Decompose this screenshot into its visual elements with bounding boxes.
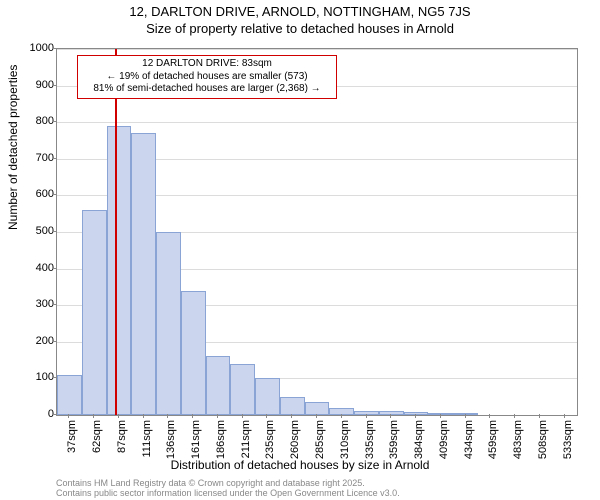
x-tick-label: 310sqm xyxy=(339,420,351,460)
histogram-bar xyxy=(107,126,132,415)
x-tick-mark xyxy=(192,414,193,418)
y-tick-label: 0 xyxy=(14,408,54,420)
y-tick-mark xyxy=(52,121,56,122)
x-tick-mark xyxy=(118,414,119,418)
x-tick-mark xyxy=(390,414,391,418)
x-tick-mark xyxy=(465,414,466,418)
y-tick-mark xyxy=(52,377,56,378)
y-tick-mark xyxy=(52,48,56,49)
x-tick-mark xyxy=(93,414,94,418)
x-tick-label: 260sqm xyxy=(289,420,301,460)
x-tick-mark xyxy=(564,414,565,418)
x-tick-label: 533sqm xyxy=(562,420,574,460)
y-tick-label: 100 xyxy=(14,371,54,383)
x-tick-label: 384sqm xyxy=(413,420,425,460)
x-tick-mark xyxy=(539,414,540,418)
histogram-bar xyxy=(206,356,231,415)
x-tick-label: 87sqm xyxy=(116,420,128,460)
footer-line2: Contains public sector information licen… xyxy=(56,488,400,498)
histogram-bar xyxy=(329,408,354,415)
y-tick-label: 700 xyxy=(14,152,54,164)
y-tick-label: 900 xyxy=(14,79,54,91)
y-tick-mark xyxy=(52,85,56,86)
y-tick-mark xyxy=(52,231,56,232)
y-tick-mark xyxy=(52,341,56,342)
x-tick-label: 136sqm xyxy=(165,420,177,460)
x-tick-label: 111sqm xyxy=(141,420,153,460)
x-tick-mark xyxy=(514,414,515,418)
histogram-bar xyxy=(82,210,107,415)
title-line1: 12, DARLTON DRIVE, ARNOLD, NOTTINGHAM, N… xyxy=(0,4,600,21)
x-tick-mark xyxy=(440,414,441,418)
annotation-box: 12 DARLTON DRIVE: 83sqm ← 19% of detache… xyxy=(77,55,337,99)
y-tick-label: 1000 xyxy=(14,42,54,54)
x-tick-mark xyxy=(167,414,168,418)
chart-container: 12, DARLTON DRIVE, ARNOLD, NOTTINGHAM, N… xyxy=(0,0,600,500)
y-tick-label: 400 xyxy=(14,262,54,274)
y-tick-label: 800 xyxy=(14,115,54,127)
x-tick-mark xyxy=(341,414,342,418)
y-tick-label: 600 xyxy=(14,188,54,200)
x-tick-label: 285sqm xyxy=(314,420,326,460)
title-line2: Size of property relative to detached ho… xyxy=(0,21,600,38)
histogram-bar xyxy=(57,375,82,415)
x-tick-label: 409sqm xyxy=(438,420,450,460)
y-tick-label: 500 xyxy=(14,225,54,237)
x-tick-mark xyxy=(242,414,243,418)
chart-title: 12, DARLTON DRIVE, ARNOLD, NOTTINGHAM, N… xyxy=(0,0,600,38)
x-tick-label: 483sqm xyxy=(512,420,524,460)
histogram-bar xyxy=(453,413,478,415)
x-tick-label: 62sqm xyxy=(91,420,103,460)
y-tick-mark xyxy=(52,158,56,159)
x-tick-label: 186sqm xyxy=(215,420,227,460)
y-tick-mark xyxy=(52,304,56,305)
y-tick-mark xyxy=(52,268,56,269)
y-tick-label: 300 xyxy=(14,298,54,310)
x-tick-label: 235sqm xyxy=(264,420,276,460)
x-tick-mark xyxy=(489,414,490,418)
x-tick-label: 359sqm xyxy=(388,420,400,460)
histogram-bar xyxy=(131,133,156,415)
x-tick-mark xyxy=(415,414,416,418)
x-tick-mark xyxy=(143,414,144,418)
plot-area: 12 DARLTON DRIVE: 83sqm ← 19% of detache… xyxy=(56,48,578,416)
footer-line1: Contains HM Land Registry data © Crown c… xyxy=(56,478,400,488)
y-tick-mark xyxy=(52,194,56,195)
gridline xyxy=(57,49,577,50)
histogram-bar xyxy=(181,291,206,415)
x-tick-mark xyxy=(68,414,69,418)
x-tick-mark xyxy=(366,414,367,418)
x-tick-label: 508sqm xyxy=(537,420,549,460)
annotation-line2: ← 19% of detached houses are smaller (57… xyxy=(82,71,332,84)
x-tick-mark xyxy=(217,414,218,418)
x-tick-label: 434sqm xyxy=(463,420,475,460)
x-tick-label: 335sqm xyxy=(364,420,376,460)
x-tick-mark xyxy=(291,414,292,418)
y-tick-mark xyxy=(52,414,56,415)
histogram-bar xyxy=(428,413,453,415)
histogram-bar xyxy=(280,397,305,415)
x-tick-label: 37sqm xyxy=(66,420,78,460)
footer: Contains HM Land Registry data © Crown c… xyxy=(56,478,400,499)
histogram-bar xyxy=(354,411,379,415)
annotation-line3: 81% of semi-detached houses are larger (… xyxy=(82,83,332,96)
gridline xyxy=(57,122,577,123)
histogram-bar xyxy=(255,378,280,415)
x-tick-label: 211sqm xyxy=(240,420,252,460)
annotation-line1: 12 DARLTON DRIVE: 83sqm xyxy=(82,58,332,71)
marker-line xyxy=(115,49,117,415)
x-tick-mark xyxy=(266,414,267,418)
histogram-bar xyxy=(230,364,255,415)
y-tick-label: 200 xyxy=(14,335,54,347)
x-tick-mark xyxy=(316,414,317,418)
x-tick-label: 459sqm xyxy=(487,420,499,460)
histogram-bar xyxy=(156,232,181,415)
x-axis-label: Distribution of detached houses by size … xyxy=(0,458,600,472)
x-tick-label: 161sqm xyxy=(190,420,202,460)
